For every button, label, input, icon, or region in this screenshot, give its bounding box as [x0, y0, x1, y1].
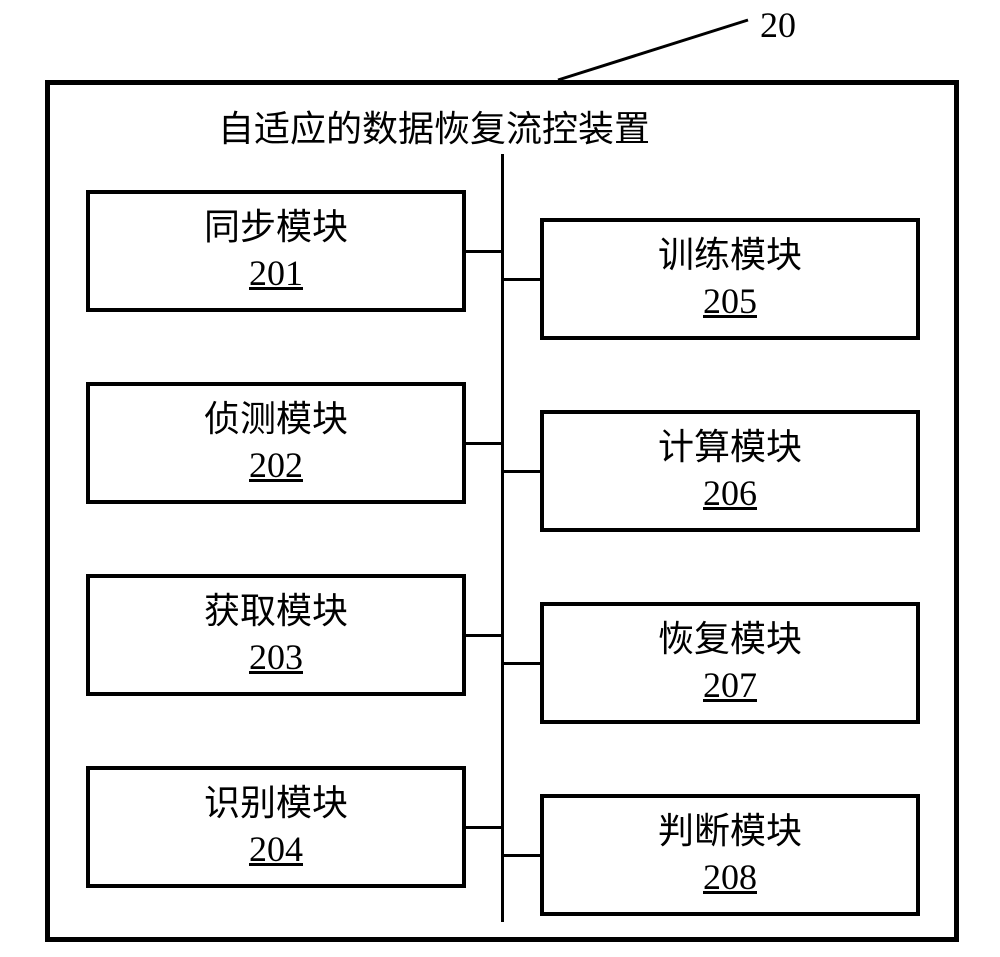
module-name: 判断模块 — [658, 812, 802, 852]
module-name: 同步模块 — [204, 208, 348, 248]
module-name: 识别模块 — [204, 784, 348, 824]
connector-204 — [466, 826, 501, 829]
connector-203 — [466, 634, 501, 637]
module-id: 204 — [249, 830, 303, 870]
module-box-201: 同步模块 201 — [86, 190, 466, 312]
module-box-207: 恢复模块 207 — [540, 602, 920, 724]
module-box-208: 判断模块 208 — [540, 794, 920, 916]
reference-number: 20 — [760, 4, 796, 46]
connector-207 — [504, 662, 540, 665]
connector-205 — [504, 278, 540, 281]
module-box-206: 计算模块 206 — [540, 410, 920, 532]
diagram-canvas: 自适应的数据恢复流控装置20同步模块201侦测模块202获取模块203识别模块2… — [0, 0, 1000, 957]
module-id: 207 — [703, 666, 757, 706]
module-name: 恢复模块 — [658, 620, 802, 660]
module-id: 206 — [703, 474, 757, 514]
module-name: 获取模块 — [204, 592, 348, 632]
module-name: 计算模块 — [658, 428, 802, 468]
module-name: 侦测模块 — [204, 400, 348, 440]
module-id: 205 — [703, 282, 757, 322]
connector-202 — [466, 442, 501, 445]
connector-206 — [504, 470, 540, 473]
reference-leader-line — [558, 20, 748, 80]
module-id: 203 — [249, 638, 303, 678]
connector-208 — [504, 854, 540, 857]
module-box-204: 识别模块 204 — [86, 766, 466, 888]
module-id: 208 — [703, 858, 757, 898]
module-box-203: 获取模块 203 — [86, 574, 466, 696]
module-id: 202 — [249, 446, 303, 486]
module-id: 201 — [249, 254, 303, 294]
module-box-202: 侦测模块 202 — [86, 382, 466, 504]
module-box-205: 训练模块 205 — [540, 218, 920, 340]
connector-201 — [466, 250, 501, 253]
module-name: 训练模块 — [658, 236, 802, 276]
